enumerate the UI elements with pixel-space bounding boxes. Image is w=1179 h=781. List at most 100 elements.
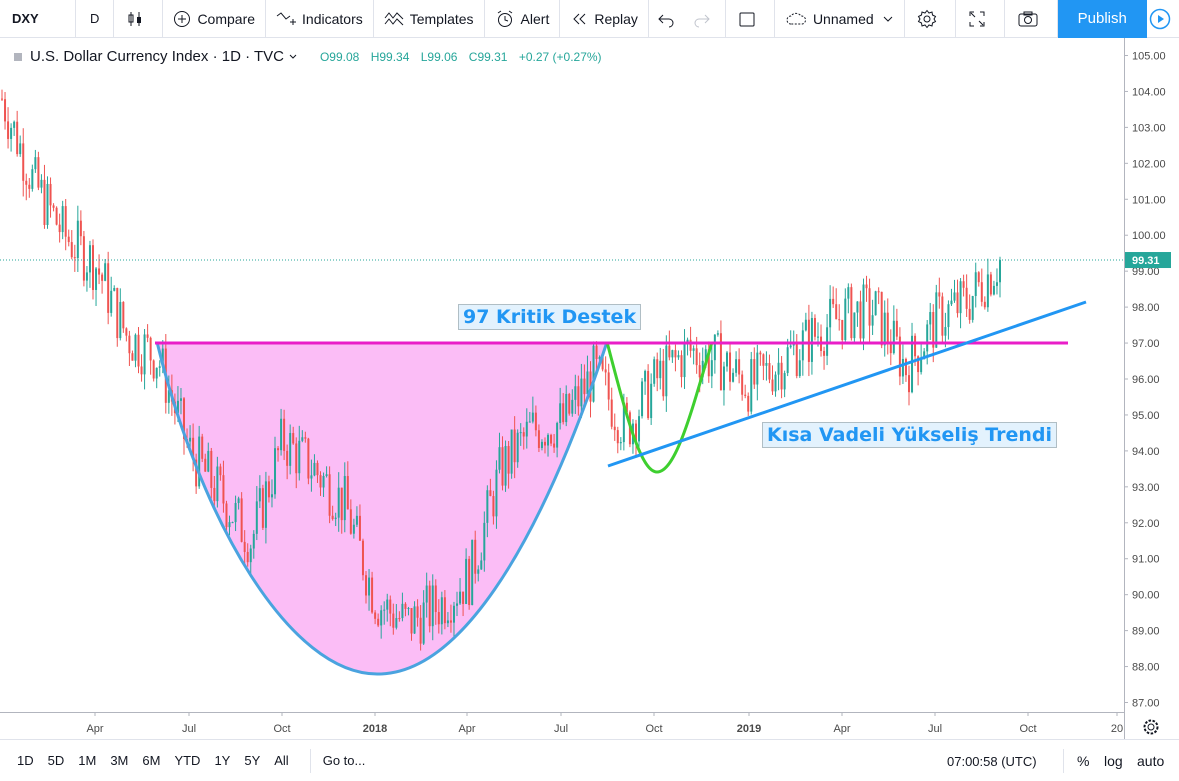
price-tick-label: 93.00 [1132,482,1160,494]
candle-body [710,360,713,377]
range-5d[interactable]: 5D [47,753,65,768]
templates-button[interactable]: Templates [374,0,485,38]
range-5y[interactable]: 5Y [244,753,261,768]
play-button[interactable] [1147,0,1179,38]
candle-body [519,432,522,434]
candle-body [443,597,446,624]
support-annotation[interactable]: 97 Kritik Destek [458,304,642,330]
range-1m[interactable]: 1M [78,753,97,768]
gear-icon-hub [1147,723,1155,731]
auto-toggle[interactable]: auto [1137,753,1165,769]
candle-body [113,288,116,291]
symbol-search[interactable]: DXY [0,0,76,38]
legend-title[interactable]: U.S. Dollar Currency Index · 1D · TVC [30,48,284,65]
snapshot-button[interactable] [1005,0,1058,38]
redo-button[interactable] [689,0,726,38]
candle-body [510,429,513,474]
compare-button[interactable]: Compare [163,0,267,38]
undo-button[interactable] [649,0,689,38]
candle-body [795,343,798,377]
candle-body [201,436,204,459]
candle-body [79,220,82,237]
axis-settings-gear-icon [1143,719,1159,735]
cup-pattern [157,342,607,675]
legend-drag-handle[interactable] [14,52,22,61]
templates-icon [384,11,404,25]
candle-body [659,360,662,379]
candle-body [368,577,371,596]
candle-body [152,360,155,379]
utc-clock[interactable]: 07:00:58 (UTC) [947,753,1037,769]
candle-body [334,517,337,520]
fullscreen-button[interactable] [956,0,1005,38]
price-tick-label: 104.00 [1132,86,1166,98]
range-1d[interactable]: 1D [17,753,34,768]
candle-body [49,183,52,206]
candle-body [392,613,395,628]
publish-button[interactable]: Publish [1057,0,1147,38]
time-tick-label: Oct [273,723,290,735]
candle-body [835,304,838,320]
settings-button[interactable] [905,0,956,38]
replay-button[interactable]: Replay [560,0,649,38]
range-6m[interactable]: 6M [142,753,161,768]
candle-body [58,224,61,233]
alert-button[interactable]: Alert [485,0,561,38]
candle-body [386,599,389,610]
candle-body [601,356,604,370]
range-ytd[interactable]: YTD [174,753,201,768]
fullscreen-layout-button[interactable] [726,0,775,38]
goto-button[interactable]: Go to... [309,748,365,773]
candle-body [98,268,101,275]
price-tick-label: 100.00 [1132,230,1166,242]
range-1y[interactable]: 1Y [214,753,231,768]
candle-body [398,618,401,620]
percent-toggle[interactable]: % [1077,753,1090,769]
candle-body [980,282,983,302]
cloud-icon [786,12,806,24]
candle-body [61,206,64,233]
candle-body [140,366,143,375]
candle-body [16,121,19,155]
candle-body [462,591,465,604]
candle-body [486,490,489,523]
candle-body [413,606,416,634]
bottom-toolbar: 1D 5D 1M 3M 6M YTD 1Y 5Y All Go to... 07… [0,739,1179,781]
candle-body [110,290,113,313]
candle-body [383,609,386,611]
candle-body [149,337,152,361]
candle-body [85,272,88,281]
trend-annotation[interactable]: Kısa Vadeli Yükseliş Trendi [762,422,1058,448]
candle-body [725,352,728,367]
candle-body [446,620,449,624]
candle-body [107,263,110,313]
price-axis[interactable]: 105.00 104.00 103.00 102.00 101.00 100.00 99.0… [1124,38,1179,739]
candle-body [920,359,923,373]
candle-body [543,441,546,446]
candle-body [974,272,977,297]
chart-style-button[interactable] [114,0,164,38]
range-3m[interactable]: 3M [110,753,129,768]
price-tick-label: 98.00 [1132,302,1160,314]
candle-body [965,287,968,309]
chevron-down-icon[interactable] [288,52,298,62]
candle-body [562,403,565,423]
candle-body [559,403,562,423]
candle-body [813,318,816,337]
candle-body [380,610,383,626]
candle-body [331,515,334,520]
candle-body [480,560,483,570]
time-axis[interactable]: Apr Jul Oct 2018 Apr Jul Oct 2019 Apr Jul Oct 20 [0,712,1159,735]
candle-body [73,257,76,259]
range-all[interactable]: All [274,753,289,768]
candle-body [37,157,40,188]
candle-body [295,443,298,474]
candle-body [249,548,252,563]
interval-selector[interactable]: D [76,0,115,38]
layout-name-button[interactable]: Unnamed [775,0,905,38]
indicators-button[interactable]: Indicators [266,0,374,38]
log-toggle[interactable]: log [1104,753,1123,769]
candle-body [847,287,850,299]
chart-pane[interactable]: 105.00 104.00 103.00 102.00 101.00 100.00 99.0… [0,38,1179,739]
candle-body [656,359,659,379]
